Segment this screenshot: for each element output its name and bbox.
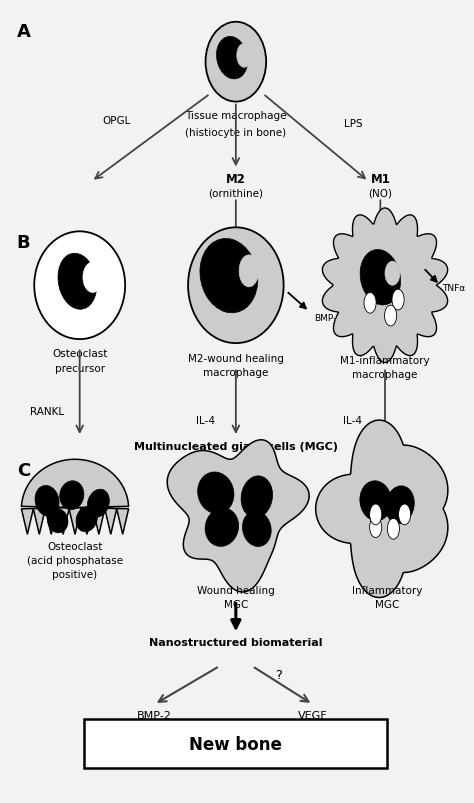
Circle shape xyxy=(370,517,382,538)
Text: M2: M2 xyxy=(226,173,246,185)
Polygon shape xyxy=(322,209,447,363)
Text: A: A xyxy=(17,22,31,41)
Text: M2-wound healing: M2-wound healing xyxy=(188,353,284,364)
Text: IL-4: IL-4 xyxy=(196,416,215,426)
Text: MGC: MGC xyxy=(375,599,400,609)
Circle shape xyxy=(399,504,410,525)
Text: B: B xyxy=(17,234,30,252)
Circle shape xyxy=(392,290,404,311)
Text: Wound healing: Wound healing xyxy=(197,585,275,595)
Text: M1: M1 xyxy=(370,173,390,185)
Ellipse shape xyxy=(60,481,84,510)
Ellipse shape xyxy=(206,22,266,103)
Ellipse shape xyxy=(47,509,68,533)
Text: VEGF: VEGF xyxy=(298,710,328,720)
Polygon shape xyxy=(167,440,309,593)
Ellipse shape xyxy=(35,486,59,516)
Text: Osteoclast: Osteoclast xyxy=(52,348,108,358)
Ellipse shape xyxy=(87,490,109,518)
Ellipse shape xyxy=(76,507,97,532)
Text: M1-inflammatory: M1-inflammatory xyxy=(340,355,430,365)
Ellipse shape xyxy=(188,228,283,344)
Ellipse shape xyxy=(58,254,97,310)
Ellipse shape xyxy=(360,481,392,521)
Text: IL-4: IL-4 xyxy=(343,416,362,426)
Text: C: C xyxy=(17,461,30,479)
Circle shape xyxy=(387,519,400,540)
Text: positive): positive) xyxy=(53,570,98,580)
Ellipse shape xyxy=(217,38,248,79)
Text: macrophage: macrophage xyxy=(352,369,418,380)
Text: ?: ? xyxy=(275,668,282,681)
FancyBboxPatch shape xyxy=(84,719,387,768)
Text: Osteoclast: Osteoclast xyxy=(47,541,103,551)
Ellipse shape xyxy=(198,472,234,514)
Ellipse shape xyxy=(239,255,259,287)
Polygon shape xyxy=(316,421,448,597)
Text: Tissue macrophage: Tissue macrophage xyxy=(185,111,287,120)
Ellipse shape xyxy=(385,262,400,286)
Ellipse shape xyxy=(360,251,401,306)
Text: OPGL: OPGL xyxy=(103,116,131,126)
Ellipse shape xyxy=(34,232,125,340)
Text: (acid phosphatase: (acid phosphatase xyxy=(27,556,123,565)
Ellipse shape xyxy=(205,508,238,547)
Ellipse shape xyxy=(242,512,271,547)
Text: Inflammatory: Inflammatory xyxy=(352,585,422,595)
Text: macrophage: macrophage xyxy=(203,368,269,378)
Circle shape xyxy=(384,306,397,327)
Text: Nanostructured biomaterial: Nanostructured biomaterial xyxy=(149,637,323,646)
Circle shape xyxy=(364,293,376,314)
Circle shape xyxy=(370,504,382,525)
Text: MGC: MGC xyxy=(224,599,248,609)
Ellipse shape xyxy=(200,239,258,313)
Text: RANKL: RANKL xyxy=(30,406,64,416)
Ellipse shape xyxy=(83,263,102,293)
Ellipse shape xyxy=(385,487,414,524)
Text: BMP-2: BMP-2 xyxy=(314,313,342,322)
Text: BMP-2: BMP-2 xyxy=(137,710,172,720)
Text: (NO): (NO) xyxy=(368,188,392,198)
Text: (ornithine): (ornithine) xyxy=(209,188,264,198)
Text: LPS: LPS xyxy=(345,118,363,128)
Polygon shape xyxy=(21,460,128,535)
Text: (histiocyte in bone): (histiocyte in bone) xyxy=(185,128,286,138)
Ellipse shape xyxy=(241,476,273,518)
Text: Multinucleated giant cells (MGC): Multinucleated giant cells (MGC) xyxy=(134,442,338,451)
Text: TNFα: TNFα xyxy=(442,283,465,293)
Ellipse shape xyxy=(237,44,252,68)
Text: precursor: precursor xyxy=(55,363,105,373)
Text: New bone: New bone xyxy=(190,735,283,752)
